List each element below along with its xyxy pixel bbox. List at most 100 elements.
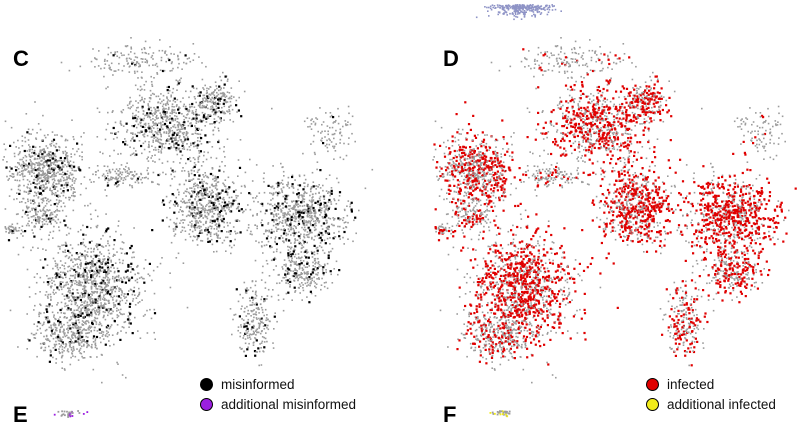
panel-c-node [90,277,92,279]
panel-c-node [193,183,195,186]
panel-c-node [59,221,62,224]
panel-c-node [265,332,267,334]
panel-c-node [99,267,102,270]
panel-c-node [311,201,313,204]
panel-c-node [195,101,197,104]
panel-c-highlight-node [275,205,278,208]
panel-c-node [21,216,24,218]
panel-c-node [34,337,37,339]
panel-c-node [203,94,206,97]
panel-c-node [51,279,53,282]
panel-c-node [120,289,122,291]
panel-c-node [203,154,205,157]
panel-c-highlight-node [212,108,215,111]
panel-c-highlight-node [91,322,94,326]
panel-c-node [298,209,300,212]
panel-c-node [285,276,287,278]
panel-c-node [10,188,13,191]
panel-c-highlight-node [48,360,51,363]
panel-c-node [61,354,64,357]
panel-c-node [167,92,170,94]
panel-c-node [62,174,65,176]
panel-c-node [40,174,43,177]
panel-c-node [57,203,59,205]
panel-c-node [289,214,291,216]
panel-c-node [25,168,28,171]
panel-c-node [197,200,200,202]
panel-c-node [169,200,172,202]
panel-c-highlight-node [58,167,61,170]
panel-c-node [97,308,100,310]
panel-c-node [282,195,285,198]
panel-c-node [135,120,137,122]
panel-c-node [219,214,222,217]
panel-c-node [102,269,105,272]
panel-c-node [311,236,313,239]
panel-c-node [31,167,33,170]
panel-c-node [178,121,180,124]
panel-c-node [36,164,39,166]
panel-c-node [60,312,63,314]
panel-c-node [63,350,65,352]
panel-c-node [232,120,235,123]
panel-c-node [128,322,130,325]
panel-c-node [152,160,154,162]
panel-c-highlight-node [158,145,161,148]
panel-c-node [312,261,314,264]
panel-c-node [206,176,208,178]
panel-c-node [153,308,156,311]
panel-c-highlight-node [198,174,201,177]
panel-c-node [54,179,56,182]
panel-c-node [48,172,50,174]
panel-c-node [136,117,138,120]
panel-c-node [206,238,209,240]
panel-c-node [119,304,121,306]
panel-c-node [194,127,197,129]
panel-c-node [338,218,341,221]
panel-c-node [225,236,227,239]
panel-c-node [50,212,52,214]
panel-c-node [298,231,300,233]
panel-c-node [315,224,317,227]
panel-c-node [155,116,157,119]
panel-c-node [321,228,324,230]
panel-c-node [260,245,263,247]
panel-c-node [230,252,232,255]
panel-c-node [327,191,330,193]
panel-c-node [247,224,250,226]
panel-c-node [344,221,347,223]
panel-c-node [279,205,281,207]
panel-c-node [236,232,239,234]
panel-c-node [234,313,237,316]
panel-c-node [298,257,300,260]
panel-c-node [177,80,179,82]
panel-c-node [314,295,317,297]
panel-c-highlight-node [106,324,110,327]
panel-c-highlight-node [291,175,294,179]
panel-c-node [106,279,109,281]
panel-c-node [58,284,61,287]
panel-c-node [37,210,39,213]
panel-c-highlight-node [115,279,119,282]
panel-c-node [198,211,200,214]
panel-c-node [51,305,53,307]
panel-c-highlight-node [167,85,170,89]
panel-c-node [70,258,73,261]
panel-c-node [226,110,228,112]
panel-c-node [371,168,374,171]
panel-c-node [92,265,94,268]
panel-c-node [71,184,73,186]
panel-c-node [177,203,179,206]
panel-c-node [64,205,66,208]
panel-c-node [134,84,137,87]
panel-c-node [219,218,222,221]
panel-c-node [63,159,66,162]
panel-c-node [249,158,251,161]
panel-c-node [216,213,219,216]
panel-c-node [63,284,66,287]
panel-c-node [164,103,167,105]
panel-c-node [99,305,102,307]
panel-c-node [51,178,54,181]
panel-c-node [192,224,195,227]
panel-c-node [176,217,178,220]
